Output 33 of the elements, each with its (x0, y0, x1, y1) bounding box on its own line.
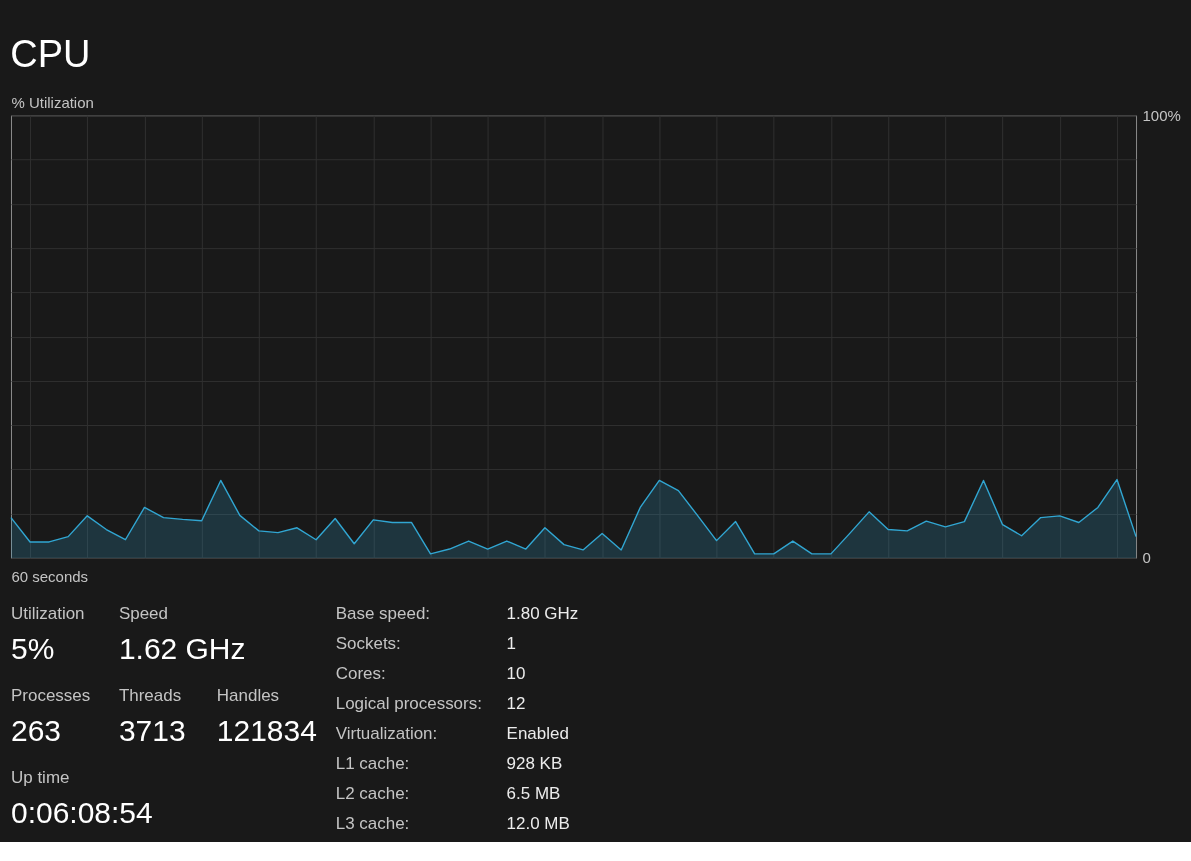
text: Up time (10, 767, 70, 787)
text: 5% (10, 631, 55, 665)
text: Base speed: (335, 603, 431, 623)
text: 1.80 GHz (506, 603, 579, 623)
text: Processes (10, 685, 91, 705)
text: 1.62 GHz (118, 631, 246, 665)
text: L1 cache: (335, 753, 410, 773)
text: 0:06:08:54 (10, 795, 153, 829)
y-tick-label: 0 (1142, 549, 1151, 567)
text: Cores: (335, 663, 386, 683)
text: Speed (118, 603, 168, 623)
text: 12 (506, 693, 526, 713)
text: Sockets: (335, 633, 401, 653)
text: 12.0 MB (506, 813, 570, 833)
text: 10 (506, 663, 526, 683)
text: 121834 (216, 713, 317, 747)
text: L2 cache: (335, 783, 410, 803)
text: 3713 (118, 713, 186, 747)
text: Enabled (506, 723, 569, 743)
y-axis-title: % Utilization (11, 93, 94, 111)
text: Utilization (10, 603, 85, 623)
text: Threads (118, 685, 182, 705)
x-axis-title: 60 seconds (11, 568, 89, 586)
text: L3 cache: (335, 813, 410, 833)
text: Virtualization: (335, 723, 438, 743)
text: 6.5 MB (506, 783, 561, 803)
text: Logical processors: (335, 693, 482, 713)
text: 1 (506, 633, 517, 653)
y-tick-label: 100% (1142, 106, 1181, 124)
text: 263 (10, 713, 62, 747)
chart-title: CPU (10, 33, 91, 76)
text: 928 KB (506, 753, 563, 773)
text: Handles (216, 685, 280, 705)
